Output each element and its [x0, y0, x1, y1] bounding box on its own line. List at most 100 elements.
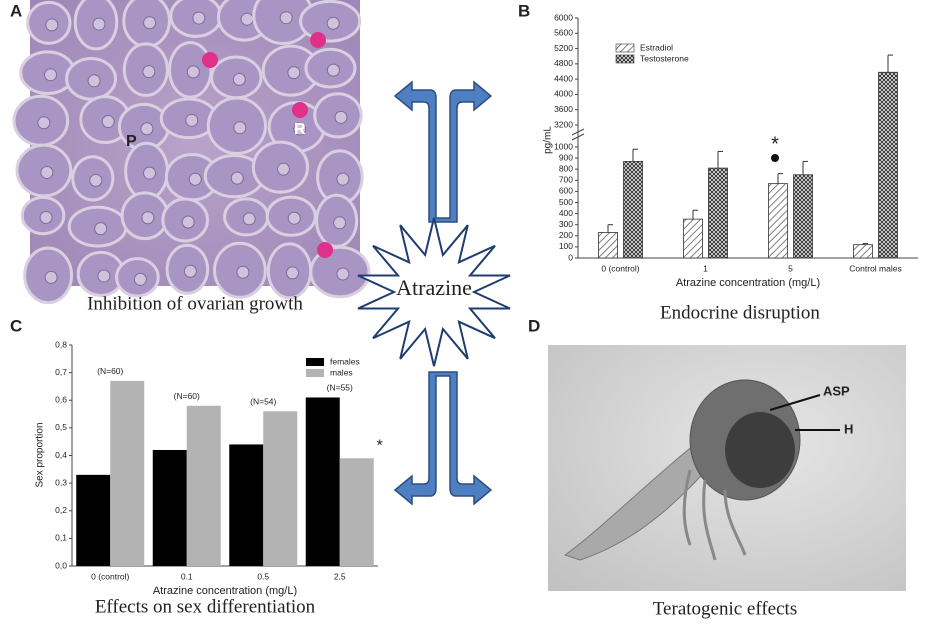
nucleus: [279, 11, 293, 25]
y-tick-label: 0,2: [55, 505, 67, 515]
y-tick-label: 3200: [554, 119, 573, 129]
nucleus: [141, 211, 155, 225]
y-tick-label: 4800: [554, 58, 573, 68]
nucleus: [97, 269, 111, 283]
y-tick-label: 4400: [554, 73, 573, 83]
blood-cell: [310, 32, 326, 48]
bar: [878, 71, 898, 259]
error-bar: [802, 160, 808, 175]
bar: [793, 174, 813, 259]
y-tick-label: 400: [559, 208, 573, 218]
y-tick-label: 5600: [554, 28, 573, 38]
nucleus: [287, 211, 301, 225]
group-label: (N=55): [327, 383, 353, 393]
y-tick-label: 700: [559, 175, 573, 185]
nucleus: [188, 172, 202, 186]
panel-letter: A: [10, 1, 22, 20]
arrow: [393, 371, 493, 506]
nucleus: [293, 122, 307, 136]
y-tick-label: 6000: [554, 12, 573, 22]
nucleus: [39, 211, 53, 225]
nucleus: [192, 11, 206, 25]
nucleus: [101, 115, 115, 129]
nucleus: [334, 110, 348, 124]
legend-swatch: [615, 54, 635, 64]
larva-image: [548, 345, 906, 591]
y-tick-label: 0,6: [55, 395, 67, 405]
nucleus: [44, 270, 58, 284]
y-tick-label: 0,0: [55, 560, 67, 570]
bar: [339, 458, 374, 566]
y-tick-label: 600: [559, 186, 573, 196]
legend-swatch: [615, 43, 635, 53]
nucleus: [40, 166, 54, 180]
bar: [110, 380, 145, 566]
nucleus: [240, 12, 254, 26]
bar: [229, 444, 264, 566]
legend-label: males: [330, 367, 353, 377]
nucleus: [92, 17, 106, 31]
y-tick-label: 200: [559, 230, 573, 240]
x-tick-label: 2.5: [334, 571, 346, 581]
nucleus: [186, 65, 200, 79]
y-tick-label: 300: [559, 219, 573, 229]
nucleus: [143, 16, 157, 30]
bar: [76, 474, 111, 566]
legend-label: females: [330, 356, 360, 366]
caption: Effects on sex differentiation: [95, 596, 316, 617]
y-tick-label: 0,4: [55, 450, 67, 460]
nucleus: [336, 267, 350, 281]
nucleus: [44, 68, 58, 82]
x-tick-label: Control males: [849, 263, 901, 273]
bar: [186, 405, 221, 566]
annotation: *: [377, 437, 383, 454]
caption: Endocrine disruption: [660, 302, 820, 323]
image-label: P: [126, 133, 137, 150]
bar: [598, 232, 618, 259]
nucleus: [133, 272, 147, 286]
bar: [683, 218, 703, 259]
x-tick-label: 0.5: [257, 571, 269, 581]
y-tick-label: 3600: [554, 104, 573, 114]
nucleus: [233, 121, 247, 135]
y-tick-label: 900: [559, 152, 573, 162]
nucleus: [37, 116, 51, 130]
nucleus: [230, 171, 244, 185]
y-tick-label: 500: [559, 197, 573, 207]
panel-letter: D: [528, 316, 540, 335]
nucleus: [333, 216, 347, 230]
nucleus: [286, 266, 300, 280]
nucleus: [287, 66, 301, 80]
caption: Teratogenic effects: [653, 598, 797, 619]
nucleus: [143, 166, 157, 180]
group-label: (N=60): [174, 391, 200, 401]
nucleus: [326, 63, 340, 77]
error-bar: [717, 150, 723, 169]
group-label: (N=54): [250, 397, 276, 407]
nucleus: [183, 264, 197, 278]
star: [357, 217, 511, 367]
error-bar: [632, 148, 638, 162]
image-label: R: [294, 121, 306, 138]
y-tick-label: 0,5: [55, 422, 67, 432]
nucleus: [140, 122, 154, 136]
marker-dot: [771, 154, 779, 162]
nucleus: [45, 18, 59, 32]
nucleus: [242, 212, 256, 226]
y-tick-label: 100: [559, 241, 573, 251]
bar: [305, 397, 340, 566]
image-label: ASP: [823, 383, 850, 398]
x-tick-label: 5: [788, 263, 793, 273]
error-bar: [777, 173, 783, 184]
bar: [263, 411, 298, 566]
group-label: (N=60): [97, 366, 123, 376]
nucleus: [181, 215, 195, 229]
bar: [708, 167, 728, 259]
y-tick-label: 0,7: [55, 367, 67, 377]
nucleus: [94, 222, 108, 236]
error-bar: [607, 224, 613, 233]
error-bar: [692, 209, 698, 220]
blood-cell: [202, 52, 218, 68]
center-label: Atrazine: [396, 275, 472, 300]
